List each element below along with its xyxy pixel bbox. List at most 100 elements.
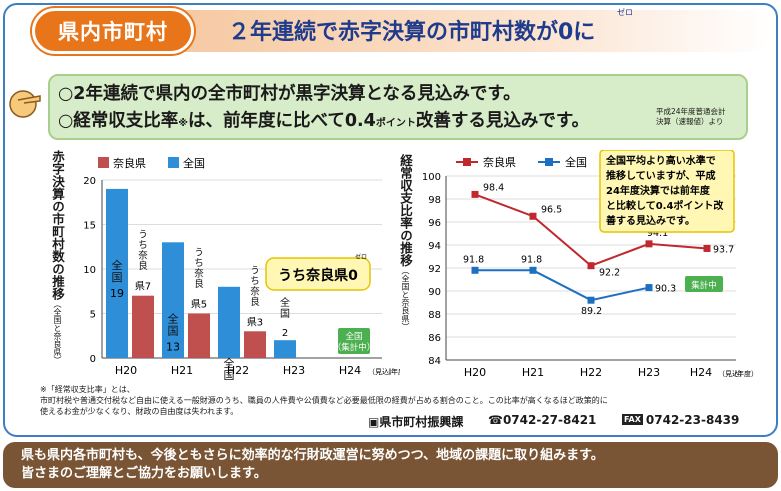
bar-national	[162, 242, 184, 358]
pending-badge-text: 集計中	[691, 280, 717, 291]
data-label: 98.4	[483, 182, 504, 193]
x-tick-label: H24	[690, 366, 712, 379]
bar-label-national: 全国	[112, 258, 123, 284]
x-unit-label: （年度）	[730, 369, 758, 378]
y-tick-label: 90	[428, 287, 441, 298]
data-point	[529, 266, 537, 274]
legend-swatch	[168, 157, 179, 168]
svg-text:ち: ち	[250, 276, 260, 287]
legend-swatch	[98, 157, 109, 168]
contact-tel: ☎0742-27-8421	[488, 413, 596, 427]
pending-badge	[685, 276, 723, 292]
data-point	[645, 240, 653, 248]
svg-text:う: う	[250, 265, 260, 276]
summary-box	[48, 74, 748, 140]
summary-line-1: ○2年連続で県内の全市町村が黒字決算となる見込みです。	[58, 84, 521, 104]
svg-text:全: 全	[168, 311, 179, 325]
svg-text:奈: 奈	[138, 250, 148, 262]
summary-line-2-main: ○経常収支比率	[58, 111, 179, 131]
data-point	[645, 284, 653, 292]
x-tick-label: H21	[522, 366, 544, 379]
y-tick-label: 94	[428, 241, 441, 252]
y-tick-label: 5	[90, 310, 96, 321]
x-tick-suffix: （見込）	[368, 367, 396, 376]
contact-dept-name: 県市町村振興課	[379, 415, 464, 429]
y-tick-label: 98	[428, 195, 441, 206]
footer-line-2: 皆さまのご理解とご協力をお願いします。	[21, 466, 267, 481]
callout-line: 推移していますが、平成	[606, 169, 716, 182]
y-tick-label: 86	[428, 333, 441, 344]
data-point	[587, 296, 595, 304]
source-note: 平成24年度普通会計 決算（速報値）より	[656, 107, 726, 127]
legend-label: 奈良県	[483, 155, 516, 169]
y-tick-label: 0	[90, 354, 96, 365]
x-unit-label: （年度）	[384, 367, 400, 376]
data-label: 94.1	[647, 228, 668, 239]
source-line-1: 平成24年度普通会計	[656, 107, 726, 116]
legend-marker	[463, 158, 471, 166]
footer-line-1: 県も県内各市町村も、今後ともさらに効率的な行財政運営に努めつつ、地域の課題に取り…	[21, 448, 604, 463]
y-tick-label: 100	[422, 172, 441, 183]
bar-nara	[132, 295, 154, 358]
footnote-line-2: 市町村税や普通交付税など自由に使える一般財源のうち、職員の人件費や公債費など必要…	[40, 396, 608, 405]
summary-line-2-rest: は、前年度に比べて0.4	[188, 111, 376, 131]
summary-line-2-mark: ※	[178, 118, 189, 129]
y-tick-label: 84	[428, 356, 441, 367]
y-tick-label: 20	[83, 176, 96, 187]
callout-ruby: ゼロ	[355, 253, 367, 261]
bar-national	[106, 188, 128, 358]
bar-label-national: 全国	[280, 296, 290, 320]
data-label: 91.8	[521, 254, 542, 265]
callout-line: 善する見込みです。	[606, 214, 695, 227]
y-tick-label: 15	[83, 221, 96, 232]
data-label: 89.2	[581, 306, 602, 317]
svg-text:ち: ち	[138, 240, 148, 251]
data-label: 91.8	[463, 254, 484, 265]
callout-box	[599, 150, 735, 233]
bar-label-national-value: 13	[166, 340, 180, 353]
data-label: 90.3	[655, 284, 676, 295]
svg-text:ち: ち	[194, 258, 204, 269]
contact-dept: ▣県市町村振興課	[368, 413, 463, 430]
data-label: 93.7	[713, 244, 734, 255]
bar-chart-title-sub: （全国と奈良県）	[53, 300, 62, 364]
title-bar	[178, 10, 770, 52]
bar-label-nara-value: 県7	[135, 281, 151, 293]
svg-text:国: 国	[280, 308, 290, 320]
y-tick-label: 88	[428, 310, 441, 321]
contact-fax: FAX 0742-23-8439	[622, 413, 739, 427]
callout-text: うち奈良県0	[278, 267, 358, 284]
y-tick-label: 92	[428, 264, 441, 275]
x-tick-label: H20	[464, 366, 486, 379]
data-point	[703, 244, 711, 252]
bar-label-nara: うち奈良	[138, 230, 148, 273]
page-headline: ２年連続で赤字決算の市町村数が0に	[228, 20, 596, 45]
headline-ruby: ゼロ	[617, 8, 633, 17]
x-tick-label: H22	[227, 364, 249, 377]
svg-text:国: 国	[224, 369, 235, 380]
summary-line-2-unit: ポイント	[375, 118, 416, 129]
bar-label-nara: うち奈良	[194, 248, 204, 291]
data-point	[587, 262, 595, 270]
callout-line: 24年度決算では前年度	[606, 184, 711, 197]
bar-label-national: 全国	[224, 356, 235, 380]
svg-text:全: 全	[224, 356, 235, 370]
footnote: ※「経常収支比率」とは、 市町村税や普通交付税など自由に使える一般財源のうち、職…	[40, 384, 608, 417]
line-chart-title-main: 経常収支比率の推移	[398, 154, 413, 267]
bar-label-nara-value: 県3	[247, 316, 263, 328]
bar-national	[218, 286, 240, 358]
svg-text:奈: 奈	[194, 268, 204, 280]
pending-badge-line1: 全国	[345, 331, 362, 342]
pointing-hand-icon	[9, 90, 41, 118]
pending-badge-line2: （集計中）	[333, 342, 376, 353]
data-label: 92.2	[599, 268, 620, 279]
pending-badge	[338, 328, 370, 354]
line-chart: 奈良県 全国 84 86 88 90 92 94 96 98 100 H20 H21 H22 H23 H24 （…	[422, 150, 758, 379]
section-badge: 県内市町村	[32, 8, 194, 54]
data-point	[529, 212, 537, 220]
bar-chart-title-main: 赤字決算の市町村数の推移	[50, 150, 65, 300]
source-line-2: 決算（速報値）より	[656, 117, 724, 126]
x-tick-label: H23	[283, 364, 305, 377]
bar-chart: 奈良県 全国05101520H20全国19うち奈良県7H21全国13うち奈良県5H…	[83, 156, 400, 380]
svg-text:良: 良	[194, 278, 204, 290]
